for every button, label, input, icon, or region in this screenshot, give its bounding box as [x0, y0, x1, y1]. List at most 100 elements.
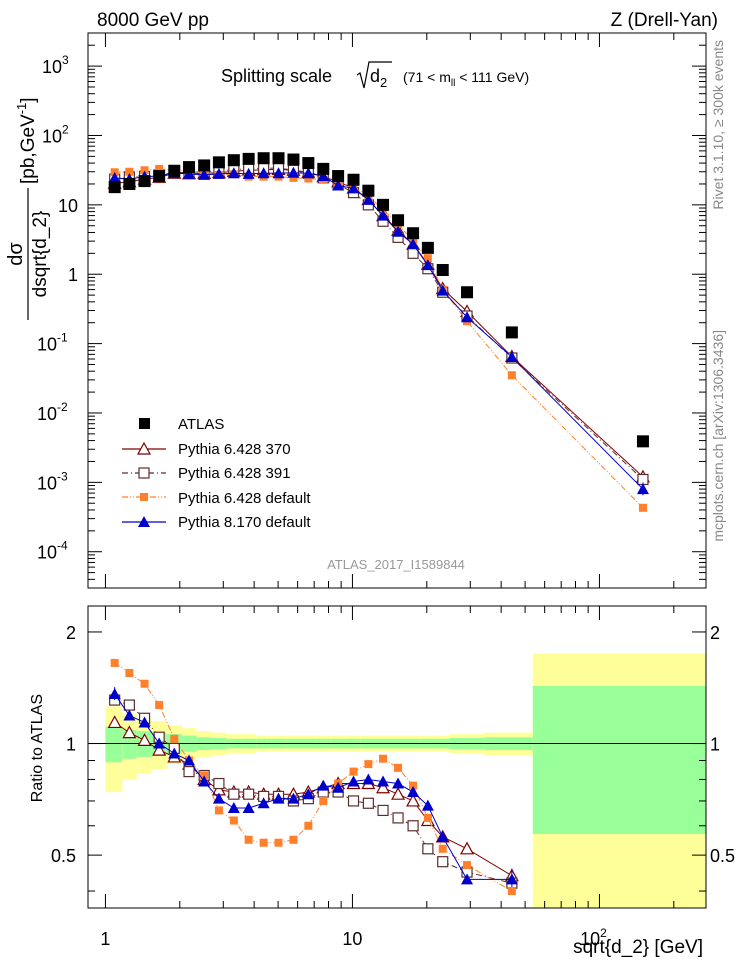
- ratio-point-pythia-8-170-default-11: [272, 792, 285, 804]
- point-atlas-24: [505, 326, 518, 339]
- ratio-series: [107, 658, 519, 896]
- ratio-point-pythia-6-428-391-1: [123, 699, 135, 711]
- ratio-point-pythia-8-170-default-7: [212, 792, 225, 804]
- point-pythia-6-428-default-2: [140, 166, 149, 175]
- x-tick-label-2: 102: [580, 926, 607, 949]
- y-label-denominator: dsqrt{d_2}: [30, 211, 51, 298]
- ratio-point-pythia-6-428-default-13: [304, 821, 313, 830]
- ratio-y-tick-label-right-0: 0.5: [710, 846, 735, 866]
- ratio-point-pythia-6-428-391-18: [377, 804, 389, 817]
- ratio-point-pythia-8-170-default-22: [436, 830, 449, 842]
- point-atlas-15: [332, 170, 345, 183]
- ratio-point-pythia-6-428-default-9: [244, 835, 253, 844]
- rivet-version-label: Rivet 3.1.10, ≥ 300k events: [710, 40, 726, 210]
- point-atlas-5: [183, 161, 196, 174]
- ratio-point-pythia-6-428-391-19: [392, 812, 404, 824]
- ratio-point-pythia-6-428-default-17: [364, 760, 373, 769]
- ratio-point-pythia-6-428-default-16: [349, 767, 358, 776]
- y-tick-label--2: 10-2: [37, 400, 68, 424]
- ratio-y-axis-label: Ratio to ATLAS: [29, 694, 46, 802]
- ratio-point-pythia-6-428-370-19: [391, 786, 406, 800]
- ratio-point-pythia-6-428-default-10: [259, 838, 268, 847]
- axis-ticks: [88, 32, 706, 908]
- ratio-point-pythia-8-170-default-10: [257, 797, 270, 809]
- x-tick-label-1: 10: [342, 929, 362, 949]
- point-pythia-8-170-default-16: [347, 182, 360, 194]
- point-pythia-8-170-default-0: [108, 171, 121, 183]
- y-tick-label-0: 1: [68, 265, 78, 285]
- ratio-point-pythia-8-170-default-21: [421, 799, 434, 811]
- ratio-point-pythia-6-428-370-20: [406, 793, 421, 807]
- point-atlas-7: [212, 156, 225, 169]
- y-tick-label--4: 10-4: [37, 539, 68, 563]
- ratio-point-pythia-6-428-391-22: [437, 856, 449, 868]
- sqrt-symbol: [356, 61, 392, 89]
- ratio-point-pythia-6-428-default-1: [125, 668, 134, 677]
- ratio-point-pythia-6-428-370-2: [137, 733, 152, 746]
- point-pythia-8-170-default-11: [272, 167, 285, 179]
- point-pythia-8-170-default-6: [198, 168, 211, 180]
- ratio-point-pythia-6-428-default-11: [274, 838, 283, 847]
- ratio-point-pythia-8-170-default-9: [242, 802, 255, 814]
- ratio-y-tick-label-right-2: 2: [710, 623, 720, 643]
- point-pythia-8-170-default-14: [317, 170, 330, 182]
- point-pythia-6-428-default-12: [289, 173, 298, 182]
- ratio-point-pythia-8-170-default-6: [198, 775, 211, 787]
- point-pythia-8-170-default-5: [183, 167, 196, 179]
- legend-marker-pythia6-default: [140, 493, 148, 501]
- point-atlas-6: [198, 159, 211, 172]
- ratio-point-pythia-6-428-370-18: [376, 780, 391, 794]
- point-pythia-8-170-default-20: [407, 238, 420, 250]
- point-pythia-8-170-default-8: [227, 167, 240, 179]
- point-pythia-6-428-default-25: [638, 503, 647, 512]
- ratio-point-pythia-6-428-default-0: [110, 658, 119, 667]
- ratio-point-pythia-6-428-default-3: [155, 701, 164, 710]
- ratio-point-pythia-6-428-391-8: [228, 788, 240, 800]
- point-pythia-6-428-default-1: [125, 167, 134, 176]
- ratio-point-pythia-6-428-default-19: [394, 763, 403, 772]
- main-series: [107, 152, 650, 512]
- y-tick-label--1: 10-1: [37, 331, 68, 355]
- ratio-y-tick-label-right-1: 1: [710, 735, 720, 755]
- main-y-axis-label: dσ dsqrt{d_2} [pb,GeV-1]: [5, 97, 51, 320]
- ratio-point-pythia-8-170-default-15: [332, 781, 345, 793]
- ratio-point-pythia-6-428-default-24: [507, 887, 516, 896]
- y-label-unit: [pb,GeV-1]: [14, 97, 39, 184]
- point-atlas-1: [123, 177, 136, 190]
- ratio-point-pythia-8-170-default-17: [362, 773, 375, 785]
- point-atlas-17: [362, 184, 375, 197]
- legend-label-pythia8-default: Pythia 8.170 default: [178, 514, 311, 531]
- point-pythia-6-428-default-24: [507, 371, 516, 380]
- title-mass-range: (71 < mll < 111 GeV): [403, 69, 529, 89]
- point-pythia-6-428-default-13: [304, 174, 313, 183]
- point-atlas-18: [377, 198, 390, 211]
- axis-tick-labels: 1 10 102 1 10 102 103 10-4 10-3 10-2 10-1 0.5 0.5 1 1 2…: [37, 53, 735, 949]
- ratio-point-pythia-6-428-370-23: [460, 841, 475, 855]
- point-pythia-6-428-default-3: [155, 164, 164, 173]
- ratio-point-pythia-6-428-default-22: [438, 844, 447, 853]
- series-line-pythia-6-428-391: [114, 167, 644, 480]
- ratio-point-pythia-6-428-default-21: [423, 813, 432, 822]
- ratio-point-pythia-8-170-default-2: [138, 716, 151, 728]
- ratio-point-pythia-8-170-default-14: [317, 779, 330, 791]
- point-pythia-6-428-default-21: [423, 254, 432, 263]
- legend-entry-pythia6-default: Pythia 6.428 default: [122, 490, 311, 507]
- ratio-point-pythia-6-428-370-0: [107, 715, 122, 729]
- ratio-point-pythia-6-428-370-1: [122, 725, 137, 739]
- ratio-line-pythia-8-170-default: [114, 693, 512, 880]
- point-pythia-8-170-default-24: [505, 351, 518, 363]
- point-atlas-9: [242, 152, 255, 165]
- band-stat-0: [105, 726, 123, 763]
- point-pythia-8-170-default-10: [257, 167, 270, 179]
- series-atlas: [108, 152, 649, 448]
- legend-marker-pythia6-370: [136, 441, 152, 455]
- ratio-point-pythia-6-428-391-16: [347, 795, 360, 807]
- point-atlas-12: [287, 153, 300, 166]
- ratio-point-pythia-6-428-391-7: [213, 777, 225, 790]
- legend: ATLAS Pythia 6.428 370 Pythia 6.428 391 …: [122, 416, 311, 531]
- point-pythia-8-170-default-7: [212, 167, 225, 179]
- ratio-point-pythia-8-170-default-3: [153, 737, 166, 749]
- title-variable: d2: [370, 66, 387, 90]
- point-atlas-14: [317, 162, 330, 175]
